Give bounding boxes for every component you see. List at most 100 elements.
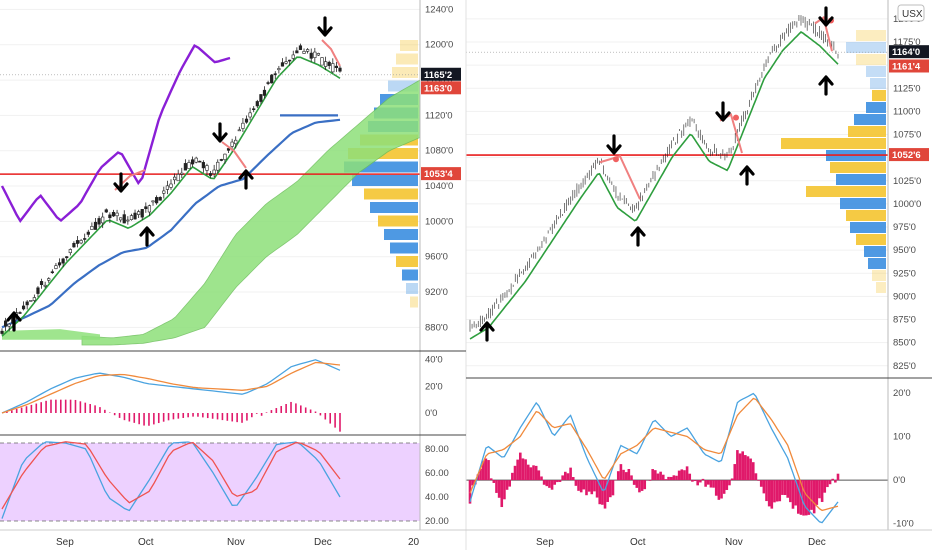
pullback-marker: [221, 141, 247, 169]
overlay-layer: [6, 6, 834, 342]
candle-body: [190, 159, 195, 165]
candle-body: [147, 205, 152, 213]
left-macd-pane[interactable]: 40'0 20'0 0'0: [1, 355, 443, 432]
candle-body: [0, 330, 4, 334]
right-month-dec: Dec: [808, 537, 826, 548]
right-price-tick-9: 975'0: [893, 222, 916, 233]
candle-body: [298, 45, 303, 50]
candle-body: [309, 52, 313, 59]
right-pullback-marker: [599, 155, 641, 200]
baseline-line: [1, 56, 341, 337]
left-volume-bar: [388, 80, 418, 92]
left-stochastic-pane[interactable]: 80.00 60.00 40.00 20.00: [0, 441, 449, 527]
right-buy-arrow-2: [630, 226, 646, 247]
left-hline-tag-box: [421, 167, 461, 181]
candle-body: [61, 258, 65, 264]
candle-body: [219, 159, 223, 161]
right-volume-bar: [836, 174, 886, 185]
candle-body: [36, 287, 40, 294]
candle-body: [151, 200, 155, 203]
candle-body: [169, 183, 173, 188]
right-sell-arrow-1: [606, 134, 622, 155]
left-volume-bar: [352, 175, 418, 186]
candle-body: [86, 231, 90, 235]
candle-body: [65, 256, 69, 259]
candle-body: [237, 129, 241, 132]
candle-body: [223, 153, 227, 160]
left-price-pane[interactable]: 1240'01200'01160'01120'01080'01040'01000…: [0, 4, 461, 346]
ichimoku-cloud-early: [2, 329, 100, 340]
candle-body: [137, 211, 141, 215]
left-volume-bar: [396, 53, 418, 65]
candle-body: [273, 73, 277, 76]
candle-body: [324, 61, 328, 67]
right-price-pane[interactable]: 1200'01175'01150'01125'01100'01075'01050…: [466, 14, 929, 372]
left-chart-area[interactable]: [0, 0, 420, 530]
left-volume-bar: [364, 188, 418, 200]
right-volume-bar: [830, 162, 886, 173]
candle-body: [226, 148, 231, 151]
candle-body: [133, 212, 137, 220]
symbol-badge[interactable]: USX: [902, 9, 923, 20]
right-month-oct: Oct: [630, 537, 646, 548]
buy-arrow-1: [6, 311, 22, 332]
left-price-tick-6: 1000'0: [425, 216, 453, 227]
right-osc-tick-3: -10'0: [893, 519, 914, 530]
right-price-tick-3: 1125'0: [893, 83, 921, 94]
lagging-span: [0, 43, 231, 224]
left-last-price-tag-box: [421, 67, 461, 81]
candle-body: [270, 74, 274, 84]
right-volume-bar: [856, 54, 886, 65]
candle-body: [230, 141, 234, 147]
candle-body: [252, 108, 256, 111]
candle-body: [126, 219, 130, 222]
candle-body: [277, 68, 281, 71]
right-volume-bar: [866, 66, 886, 77]
candle-body: [54, 265, 58, 269]
candle-body: [205, 165, 209, 171]
right-oscillator-pane[interactable]: 20'0 10'0 0'0 -10'0: [466, 388, 914, 530]
left-month-nov: Nov: [227, 537, 245, 548]
candle-body: [75, 240, 80, 244]
candle-body: [101, 216, 105, 224]
candle-body: [39, 281, 44, 285]
candle-body: [47, 278, 51, 281]
candle-body: [284, 61, 288, 64]
right-price-tick-1: 1175'0: [893, 37, 921, 48]
left-volume-bar: [370, 202, 418, 213]
candle-body: [21, 305, 26, 310]
left-macd-tick-2: 0'0: [425, 408, 437, 419]
left-volume-bar: [392, 67, 418, 78]
candle-body: [108, 214, 112, 219]
right-volume-bar: [868, 258, 886, 269]
right-osc-tick-0: 20'0: [893, 388, 911, 399]
left-price-tick-5: 1040'0: [425, 181, 453, 192]
left-volume-bar: [396, 256, 418, 267]
right-volume-bar: [870, 78, 886, 89]
right-price-tick-12: 900'0: [893, 291, 916, 302]
candle-body: [262, 89, 267, 96]
right-price-tick-13: 875'0: [893, 315, 916, 326]
candle-body: [104, 209, 108, 213]
left-stoch-tick-1: 60.00: [425, 468, 449, 479]
left-stoch-tick-0: 80.00: [425, 444, 449, 455]
right-volume-bar: [848, 126, 886, 137]
candle-body: [280, 62, 285, 67]
left-price-tick-0: 1240'0: [425, 4, 453, 15]
candle-body: [248, 112, 252, 118]
candle-body: [316, 53, 321, 56]
right-month-nov: Nov: [725, 537, 743, 548]
candle-body: [25, 301, 29, 306]
candle-body: [115, 212, 119, 217]
right-volume-bar: [781, 138, 886, 149]
symbol-badge-box[interactable]: [897, 4, 925, 22]
right-sell-arrow-2: [715, 101, 731, 122]
buy-arrow-2: [139, 226, 155, 247]
left-stoch-tick-2: 40.00: [425, 492, 449, 503]
candle-body: [313, 51, 317, 58]
candle-body: [119, 217, 123, 221]
right-osc-tick-2: 0'0: [893, 475, 905, 486]
candle-body: [155, 197, 159, 204]
